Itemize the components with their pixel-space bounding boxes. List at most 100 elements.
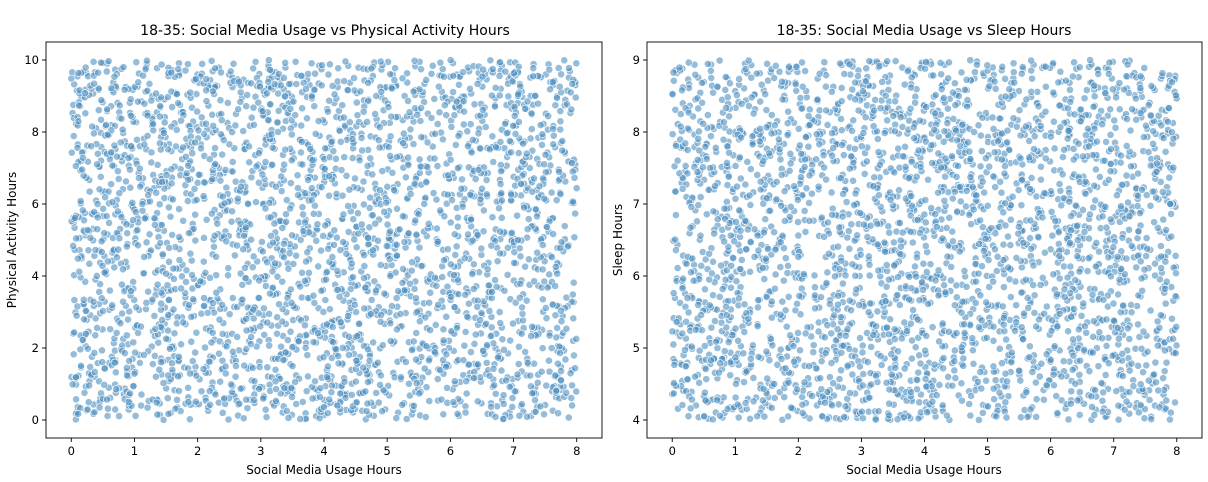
- data-point: [94, 68, 103, 77]
- data-point: [124, 397, 133, 406]
- data-point: [306, 145, 315, 153]
- data-point: [1035, 315, 1043, 324]
- data-point: [510, 69, 518, 78]
- data-point: [411, 294, 420, 303]
- data-point: [365, 356, 374, 365]
- data-point: [403, 69, 411, 78]
- y-tick-label: 0: [32, 413, 39, 427]
- data-point: [134, 241, 142, 250]
- data-point: [1159, 374, 1168, 383]
- data-point: [537, 367, 546, 376]
- data-point: [900, 364, 909, 373]
- data-point: [278, 317, 287, 326]
- data-point: [406, 125, 415, 134]
- data-point: [213, 219, 222, 228]
- data-point: [363, 399, 372, 408]
- data-point: [116, 138, 125, 147]
- data-point: [171, 404, 180, 413]
- data-point: [364, 378, 372, 386]
- data-point: [218, 301, 227, 309]
- data-point: [552, 387, 561, 395]
- data-point: [349, 273, 357, 281]
- data-point: [1133, 234, 1142, 243]
- data-point: [494, 353, 502, 362]
- data-point: [982, 376, 990, 385]
- data-point: [211, 64, 220, 73]
- data-point: [128, 198, 137, 207]
- data-point: [208, 328, 217, 337]
- data-point: [301, 343, 310, 352]
- data-point: [913, 376, 922, 384]
- data-point: [134, 97, 142, 106]
- data-point: [317, 246, 325, 255]
- data-point: [267, 232, 275, 240]
- data-point: [890, 335, 899, 344]
- data-point: [950, 79, 959, 88]
- data-point: [989, 336, 998, 345]
- data-point: [263, 89, 271, 98]
- data-point: [75, 101, 83, 110]
- data-point: [411, 216, 420, 225]
- data-point: [427, 69, 436, 78]
- data-point: [515, 411, 524, 420]
- data-point: [164, 311, 173, 319]
- data-point: [558, 137, 567, 145]
- data-point: [117, 114, 126, 123]
- data-point: [669, 289, 678, 297]
- y-tick-label: 8: [32, 125, 39, 139]
- data-point: [778, 95, 787, 104]
- data-point: [107, 180, 115, 189]
- data-point: [365, 223, 374, 232]
- data-point: [505, 137, 514, 145]
- data-point: [449, 72, 458, 80]
- data-point: [155, 200, 164, 209]
- data-point: [763, 374, 772, 383]
- data-point: [453, 213, 462, 222]
- data-point: [514, 360, 523, 368]
- data-point: [296, 236, 305, 244]
- data-point: [380, 207, 389, 216]
- data-point: [981, 154, 990, 163]
- data-point: [164, 203, 173, 212]
- data-point: [360, 274, 368, 282]
- data-point: [417, 133, 426, 141]
- data-point: [172, 90, 181, 98]
- data-point: [91, 331, 100, 340]
- data-point: [152, 188, 161, 197]
- data-point: [527, 125, 536, 133]
- data-point: [727, 261, 736, 270]
- data-point: [915, 296, 924, 305]
- data-point: [182, 266, 191, 275]
- data-point: [313, 220, 322, 229]
- data-point: [466, 120, 475, 129]
- data-point: [530, 277, 539, 286]
- data-point: [375, 143, 384, 152]
- data-point: [540, 194, 549, 203]
- data-point: [1139, 368, 1148, 377]
- data-point: [469, 260, 478, 269]
- data-point: [340, 377, 349, 386]
- data-point: [94, 106, 103, 115]
- data-point: [479, 206, 488, 215]
- data-point: [390, 76, 399, 84]
- data-point: [557, 70, 566, 79]
- data-point: [514, 149, 523, 157]
- data-point: [203, 308, 212, 317]
- data-point: [998, 359, 1006, 368]
- data-point: [374, 136, 383, 145]
- data-point: [318, 61, 326, 70]
- data-point: [860, 170, 869, 178]
- data-point: [282, 217, 291, 226]
- data-point: [749, 374, 758, 382]
- data-point: [93, 149, 102, 158]
- data-point: [975, 323, 983, 332]
- data-point: [392, 251, 401, 260]
- data-point: [407, 266, 416, 275]
- data-point: [311, 377, 319, 386]
- data-point: [530, 359, 538, 368]
- data-point: [767, 404, 776, 412]
- data-point: [245, 158, 254, 167]
- data-point: [147, 96, 156, 105]
- data-point: [263, 258, 271, 267]
- data-point: [886, 315, 895, 324]
